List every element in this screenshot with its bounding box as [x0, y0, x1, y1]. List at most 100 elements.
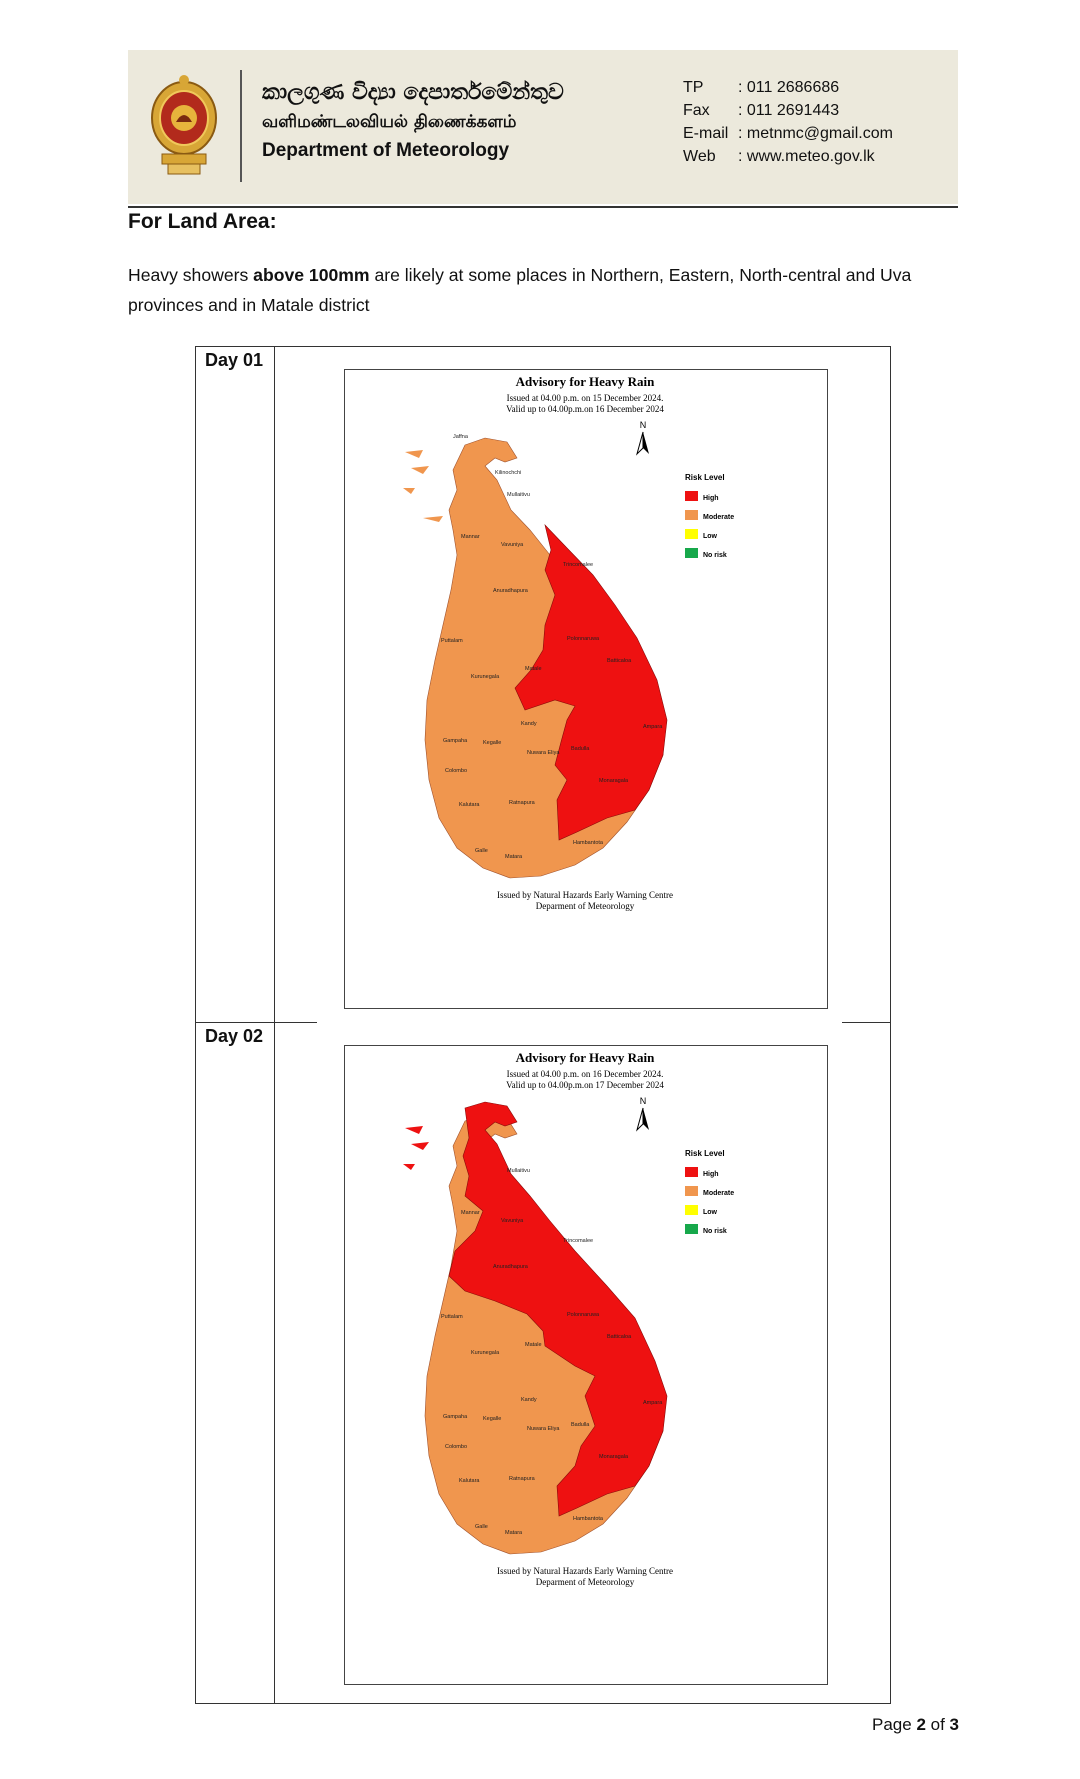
district-label: Kalutara: [459, 802, 480, 808]
contact-value: : www.meteo.gov.lk: [738, 148, 875, 165]
district-label: Matale: [525, 666, 542, 672]
title-sinhala: කාලගුණ විද්‍යා දෙපාර්තමේන්තුව: [262, 80, 564, 105]
day-label: Day 01: [205, 350, 264, 370]
legend-label: High: [703, 1171, 719, 1178]
district-label: Puttalam: [441, 1314, 463, 1320]
district-label: Galle: [475, 848, 488, 854]
district-label: Jaffna: [453, 434, 469, 440]
map-issued: Issued at 04.00 p.m. on 15 December 2024…: [507, 393, 664, 403]
contact-row: TP : 011 2686686: [683, 76, 893, 99]
district-label: Kandy: [521, 1397, 537, 1403]
contact-block: TP: 011 2686686 Fax: 011 2691443 E-mail:…: [683, 76, 893, 168]
advisory-map-day1: Advisory for Heavy Rain Issued at 04.00 …: [344, 369, 828, 1009]
district-label: Kegalle: [483, 740, 501, 746]
map-valid: Valid up to 04.00p.m.on 16 December 2024: [506, 404, 664, 414]
paragraph-bold: above 100mm: [253, 265, 370, 285]
district-label: Gampaha: [443, 738, 468, 744]
header-titles: කාලගුණ විද්‍යා දෙපාර්තමේන්තුව வளிமண்டலவி…: [262, 78, 564, 166]
island-fragments: [403, 450, 443, 522]
district-label: Hambantota: [573, 840, 604, 846]
map-legend: Risk Level High Moderate Low No risk: [685, 473, 734, 559]
district-label: Batticaloa: [607, 658, 632, 664]
district-label: Trincomalee: [563, 1238, 593, 1244]
section-title: For Land Area:: [128, 210, 277, 233]
legend-label: No risk: [703, 1228, 727, 1235]
district-label: Badulla: [571, 1422, 590, 1428]
district-label: Kandy: [521, 721, 537, 727]
district-label: Kurunegala: [471, 1350, 500, 1356]
district-label: Colombo: [445, 768, 467, 774]
map-footer-department: Deparment of Meteorology: [536, 901, 635, 911]
district-label: Trincomalee: [563, 562, 593, 568]
contact-row: Web : www.meteo.gov.lk: [683, 145, 893, 168]
district-label: Nuwara Eliya: [527, 1426, 560, 1432]
legend-swatch-no-risk: [685, 1224, 698, 1234]
district-label: Anuradhapura: [493, 1264, 529, 1270]
district-labels: Mullaitivu Mannar Vavuniya Anuradhapura Trin…: [441, 1168, 663, 1536]
contact-row: Fax : 011 2691443: [683, 99, 893, 122]
north-arrow-icon: N: [636, 1096, 649, 1132]
sri-lanka-emblem-icon: [151, 75, 217, 175]
title-tamil: வளிமண்டலவியல் திணைக்களம்: [262, 112, 517, 132]
legend-label: No risk: [703, 552, 727, 559]
legend-title: Risk Level: [685, 473, 725, 482]
map-svg: Advisory for Heavy Rain Issued at 04.00 …: [403, 374, 734, 911]
legend-swatch-moderate: [685, 1186, 698, 1196]
table-row-divider: [195, 1022, 317, 1023]
district-label: Nuwara Eliya: [527, 750, 560, 756]
district-label: Kalutara: [459, 1478, 480, 1484]
district-label: Mannar: [461, 1210, 480, 1216]
district-labels: Jaffna Kilinochchi Mullaitivu Mannar Vavuniy…: [441, 434, 663, 860]
contact-value: : 011 2691443: [738, 102, 840, 119]
district-label: Matara: [505, 854, 523, 860]
letterhead: කාලගුණ විද්‍යා දෙපාර්තමේන්තුව வளிமண்டலவி…: [128, 50, 958, 204]
district-label: Matale: [525, 1342, 542, 1348]
contact-value: : metnmc@gmail.com: [738, 125, 893, 142]
district-label: Mullaitivu: [507, 492, 530, 498]
district-label: Matara: [505, 1530, 523, 1536]
header-rule: [128, 206, 958, 208]
map-issued: Issued at 04.00 p.m. on 16 December 2024…: [507, 1069, 664, 1079]
legend-swatch-low: [685, 529, 698, 539]
district-label: Batticaloa: [607, 1334, 632, 1340]
paragraph-text: Heavy showers: [128, 265, 254, 285]
contact-label: TP: [683, 79, 704, 96]
day-table: [195, 346, 891, 1704]
page-of: of: [925, 1715, 950, 1734]
legend-label: Low: [703, 533, 718, 540]
district-label: Kegalle: [483, 1416, 501, 1422]
map-footer-issuer: Issued by Natural Hazards Early Warning …: [497, 890, 673, 900]
district-label: Polonnaruwa: [567, 636, 600, 642]
page-number: Page 2 of 3: [872, 1715, 959, 1735]
district-label: Polonnaruwa: [567, 1312, 600, 1318]
north-label: N: [640, 420, 647, 430]
contact-value: : 011 2686686: [738, 79, 840, 96]
legend-swatch-no-risk: [685, 548, 698, 558]
advisory-paragraph: Heavy showers above 100mm are likely at …: [128, 260, 963, 320]
district-label: Gampaha: [443, 1414, 468, 1420]
map-legend: Risk Level High Moderate Low No risk: [685, 1149, 734, 1235]
district-label: Vavuniya: [501, 542, 524, 548]
legend-label: High: [703, 495, 719, 502]
district-label: Colombo: [445, 1444, 467, 1450]
advisory-map-day2: Advisory for Heavy Rain Issued at 04.00 …: [344, 1045, 828, 1685]
district-label: Monaragala: [599, 1454, 629, 1460]
high-risk-zone: [448, 1101, 668, 1517]
contact-label: Fax: [683, 102, 710, 119]
map-title: Advisory for Heavy Rain: [516, 374, 656, 389]
legend-label: Moderate: [703, 514, 734, 521]
legend-swatch-high: [685, 1167, 698, 1177]
legend-swatch-low: [685, 1205, 698, 1215]
high-risk-zone: [514, 523, 668, 841]
legend-swatch-high: [685, 491, 698, 501]
table-column-divider: [274, 346, 275, 1704]
legend-label: Low: [703, 1209, 718, 1216]
page-total: 3: [949, 1715, 959, 1734]
map-valid: Valid up to 04.00p.m.on 17 December 2024: [506, 1080, 664, 1090]
header-divider: [240, 70, 242, 182]
legend-title: Risk Level: [685, 1149, 725, 1158]
district-label: Vavuniya: [501, 1218, 524, 1224]
map-title: Advisory for Heavy Rain: [516, 1050, 656, 1065]
contact-label: Web: [683, 148, 716, 165]
district-label: Mannar: [461, 534, 480, 540]
